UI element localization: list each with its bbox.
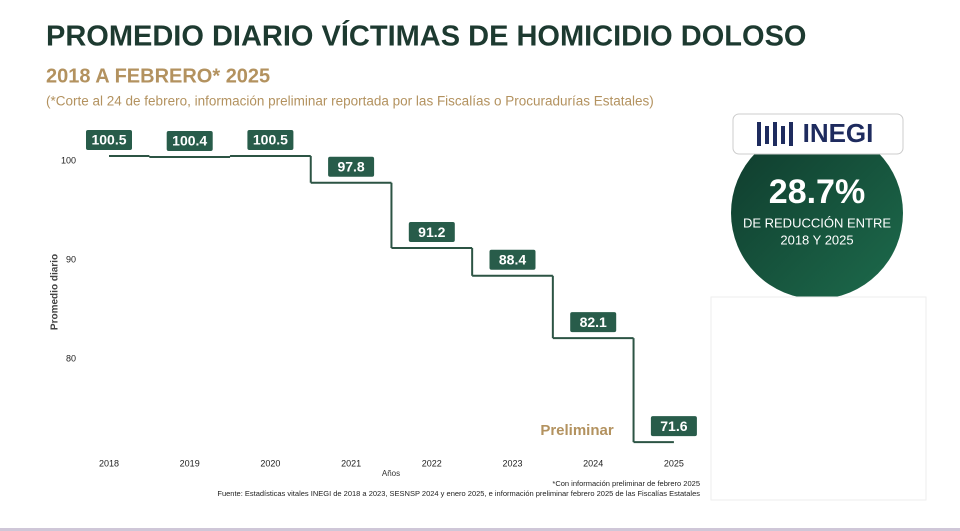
value-label: 97.8 — [337, 158, 364, 174]
empty-panel — [710, 296, 927, 501]
highlight-text: 2018 Y 2025 — [780, 232, 853, 247]
x-tick-label: 2025 — [664, 458, 684, 468]
highlight-text: DE REDUCCIÓN ENTRE — [743, 215, 891, 230]
x-tick-label: 2021 — [341, 458, 361, 468]
value-label: 100.5 — [253, 132, 288, 148]
x-tick-label: 2023 — [502, 458, 522, 468]
highlight-circle — [731, 127, 903, 299]
value-label: 88.4 — [499, 251, 526, 267]
logo-mark — [757, 122, 793, 146]
value-label: 91.2 — [418, 224, 445, 240]
value-label: 100.5 — [91, 132, 126, 148]
value-label-box — [650, 416, 697, 437]
bottom-rule — [0, 528, 960, 531]
logo-text: INEGI — [803, 118, 874, 148]
x-axis-label: Años — [382, 469, 400, 478]
value-label-box — [408, 222, 455, 243]
highlight-value: 28.7% — [769, 173, 865, 211]
title: PROMEDIO DIARIO VÍCTIMAS DE HOMICIDIO DO… — [46, 19, 806, 53]
note: (*Corte al 24 de febrero, información pr… — [46, 94, 654, 109]
y-tick-label: 100 — [61, 155, 76, 165]
value-label: 82.1 — [580, 314, 607, 330]
x-tick-label: 2018 — [99, 458, 119, 468]
annotation: Preliminar — [540, 422, 614, 439]
source: Fuente: Estadísticas vitales INEGI de 20… — [217, 489, 700, 498]
subtitle: 2018 A FEBRERO* 2025 — [46, 65, 270, 87]
value-label: 71.6 — [660, 418, 687, 434]
x-tick-label: 2022 — [422, 458, 442, 468]
x-tick-label: 2019 — [180, 458, 200, 468]
footnote: *Con información preliminar de febrero 2… — [552, 479, 700, 488]
y-tick-label: 90 — [66, 254, 76, 264]
value-label-box — [570, 312, 617, 333]
value-label-box — [247, 129, 294, 150]
x-tick-label: 2020 — [260, 458, 280, 468]
value-label-box — [328, 156, 375, 177]
y-axis-label: Promedio diario — [50, 254, 61, 330]
x-tick-label: 2024 — [583, 458, 603, 468]
y-tick-label: 80 — [66, 353, 76, 363]
value-label-box — [166, 130, 213, 151]
value-label-box — [86, 129, 132, 150]
value-label-box — [489, 249, 536, 270]
value-label: 100.4 — [172, 133, 207, 149]
